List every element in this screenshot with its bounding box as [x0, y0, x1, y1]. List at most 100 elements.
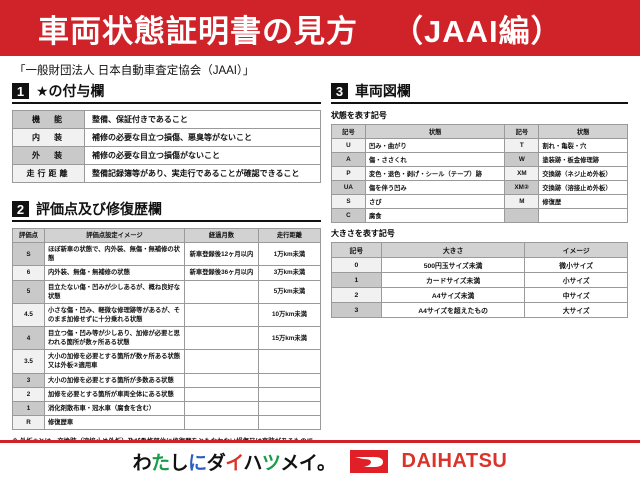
table-row: 3.5 大小の加修を必要とする箇所が数ヶ所ある状態又は外板②適用車	[12, 349, 321, 374]
table-row: 2 加修を必要とする箇所が車両全体にある状態	[12, 386, 321, 402]
section1-title: ★の付与欄	[36, 83, 105, 99]
section3-number: 3	[330, 83, 348, 99]
section3-heading: 3 車両図欄	[330, 81, 628, 104]
table-header-row: 評価点 評価点設定イメージ 経過月数 走行距離	[12, 227, 321, 244]
score-value: S	[12, 242, 45, 267]
table-row: 1 カードサイズ未満 小サイズ	[330, 272, 628, 288]
symbol-right: M	[504, 194, 540, 209]
symbol-left: U	[330, 138, 366, 153]
section1-heading: 1 ★の付与欄	[12, 81, 321, 104]
tagline-char: イ	[225, 453, 244, 474]
symbol-right	[504, 208, 540, 223]
months-value: 新車登録後12ヶ月以内	[183, 242, 259, 267]
daihatsu-logo-icon	[349, 450, 388, 473]
state-left: 凹み・曲がり	[364, 138, 506, 153]
table-row: 2 A4サイズ未満 中サイズ	[330, 287, 628, 303]
score-value: 5	[12, 279, 45, 304]
score-value: 4	[12, 325, 45, 351]
symbol-left: UA	[330, 180, 366, 195]
footer-branding: わたしにダイハツメイ。 DAIHATSU	[0, 440, 640, 480]
score-description: 大小の加修を必要とする箇所が多数ある状態	[44, 372, 185, 388]
table-row: U 凹み・曲がり T 割れ・亀裂・穴	[330, 138, 628, 153]
brand-wordmark: DAIHATSU	[401, 450, 508, 472]
score-value: 3.5	[12, 349, 45, 374]
table-row: 6 内外装、無傷・無補修の状態 新車登録後36ヶ月以内 3万km未満	[12, 265, 321, 281]
state-right	[538, 208, 628, 223]
column-header: 記号	[504, 124, 540, 139]
daihatsu-mark-icon	[354, 456, 383, 467]
score-description: 目立つ傷・凹み等が少しあり、加修が必要と思われる箇所が数ヶ所ある状態	[44, 325, 185, 351]
months-value	[183, 372, 259, 388]
state-left: さび	[364, 194, 506, 209]
tagline-char: イ	[298, 453, 318, 474]
mileage-value: 1万km未満	[257, 242, 321, 267]
tagline-char: ダ	[206, 453, 226, 474]
table-row: 4 目立つ傷・凹み等が少しあり、加修が必要と思われる箇所が数ヶ所ある状態 15万km…	[12, 325, 321, 351]
state-left: 傷・ささくれ	[364, 152, 506, 167]
table-header-row: 記号 大きさ イメージ	[330, 242, 628, 258]
months-value	[183, 325, 259, 351]
months-value	[183, 279, 259, 304]
score-value: 2	[12, 386, 45, 402]
months-value: 新車登録後36ヶ月以内	[183, 265, 259, 281]
months-value	[183, 400, 259, 416]
table-row: 外 装補修の必要な目立つ損傷がないこと	[12, 146, 321, 165]
state-right: 割れ・亀裂・穴	[538, 138, 628, 153]
state-left: 傷を伴う凹み	[364, 180, 506, 195]
page-title-main: 車両状態証明書の見方	[38, 13, 358, 49]
tagline-char: ツ	[261, 453, 281, 474]
size-image-label: 大サイズ	[524, 302, 628, 318]
star-criteria-table: 機 能整備、保証付きであること内 装補修の必要な目立つ損傷、悪臭等がないこと外 …	[12, 110, 321, 183]
score-description: 消化剤散布車・冠水車（腐食を含む）	[44, 400, 185, 416]
state-right: 修復歴	[538, 194, 628, 209]
score-description: ほぼ新車の状態で、内外装、無傷・無補修の状態	[44, 242, 185, 267]
column-header: 記号	[330, 124, 366, 139]
symbol-right: XM	[504, 166, 540, 181]
score-description: 内外装、無傷・無補修の状態	[44, 265, 185, 281]
brand-tagline: わたしにダイハツメイ。	[133, 448, 336, 475]
score-value: 6	[12, 265, 45, 281]
mileage-value: 10万km未満	[257, 302, 321, 328]
tagline-char: ハ	[243, 453, 262, 474]
symbol-left: C	[330, 208, 366, 223]
content-body: 1 ★の付与欄 機 能整備、保証付きであること内 装補修の必要な目立つ損傷、悪臭…	[0, 81, 640, 468]
months-value	[183, 414, 259, 431]
table-row: UA 傷を伴う凹み XM② 交換跡（溶接止め外板）	[330, 180, 628, 195]
state-right: 交換跡（溶接止め外板）	[538, 180, 628, 195]
right-column: 3 車両図欄 状態を表す記号 記号 状態 記号 状態 U 凹み・曲がり T 割れ・亀裂・穴 A…	[330, 81, 628, 468]
size-symbol: 1	[330, 272, 382, 288]
months-value	[183, 386, 259, 402]
section2-heading: 2 評価点及び修復歴欄	[12, 199, 321, 222]
state-symbols-caption: 状態を表す記号	[330, 111, 387, 120]
state-symbols-table: 記号 状態 記号 状態 U 凹み・曲がり T 割れ・亀裂・穴 A 傷・ささくれ W 塗装跡・板金修理…	[330, 124, 628, 223]
column-header: 記号	[330, 242, 382, 258]
table-row: 0 500円玉サイズ未満 微小サイズ	[330, 257, 628, 273]
mileage-value	[257, 386, 321, 402]
criteria-value: 補修の必要な目立つ損傷がないこと	[84, 146, 321, 165]
state-left: 変色・退色・剥げ・シール（テープ）跡	[364, 166, 506, 181]
table-row: A 傷・ささくれ W 塗装跡・板金修理跡	[330, 152, 628, 167]
column-header: 走行距離	[257, 227, 321, 244]
size-symbols-caption: 大きさを表す記号	[330, 229, 395, 238]
state-right: 交換跡（ネジ止め外板）	[538, 166, 628, 181]
score-value: 3	[12, 372, 45, 388]
column-header: 大きさ	[380, 242, 526, 258]
column-header: 経過月数	[183, 227, 259, 244]
section2-number: 2	[12, 201, 29, 217]
score-value: 1	[12, 400, 45, 416]
criteria-value: 整備、保証付きであること	[84, 110, 321, 129]
mileage-value	[257, 372, 321, 388]
table-row: 機 能整備、保証付きであること	[12, 110, 321, 129]
association-name: 「一般財団法人 日本自動車査定協会（JAAI）」	[14, 65, 255, 77]
tagline-char: わ	[132, 453, 152, 474]
symbol-left: A	[330, 152, 366, 167]
mileage-value: 3万km未満	[257, 265, 321, 281]
table-row: 5 目立たない傷・凹みが少しあるが、概ね良好な状態 5万km未満	[12, 279, 321, 304]
section3-title: 車両図欄	[354, 83, 411, 99]
size-image-label: 中サイズ	[524, 287, 628, 303]
mileage-value: 15万km未満	[257, 325, 321, 351]
size-image-label: 小サイズ	[524, 272, 628, 288]
column-header: 評価点	[12, 227, 45, 244]
tagline-char: メ	[280, 453, 299, 474]
